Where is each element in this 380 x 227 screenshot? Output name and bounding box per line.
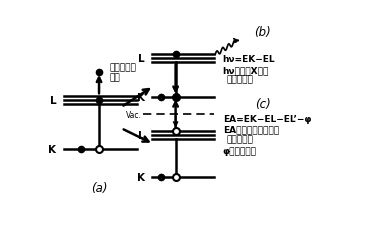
Text: φ：仕事関数: φ：仕事関数 bbox=[223, 146, 257, 155]
Text: (b): (b) bbox=[254, 26, 271, 39]
Text: L: L bbox=[138, 54, 145, 64]
Text: Vac.: Vac. bbox=[126, 110, 142, 119]
Text: K: K bbox=[48, 145, 56, 155]
Text: EA=EK−EL−EL’−φ: EA=EK−EL−EL’−φ bbox=[223, 115, 311, 123]
Text: hν=EK−EL: hν=EK−EL bbox=[223, 55, 276, 64]
Text: K: K bbox=[137, 92, 145, 102]
Text: エネルギー: エネルギー bbox=[226, 135, 253, 144]
Text: L: L bbox=[50, 96, 56, 106]
Text: (c): (c) bbox=[255, 98, 270, 111]
Text: EA：オージェ電子の: EA：オージェ電子の bbox=[223, 125, 279, 134]
Text: (a): (a) bbox=[91, 182, 107, 195]
Text: hν：特性X線の: hν：特性X線の bbox=[223, 66, 269, 74]
Text: L: L bbox=[138, 131, 145, 141]
Text: エネルギー: エネルギー bbox=[226, 75, 253, 84]
Text: K: K bbox=[137, 173, 145, 183]
Text: （励起源）
電子: （励起源） 電子 bbox=[109, 63, 136, 82]
